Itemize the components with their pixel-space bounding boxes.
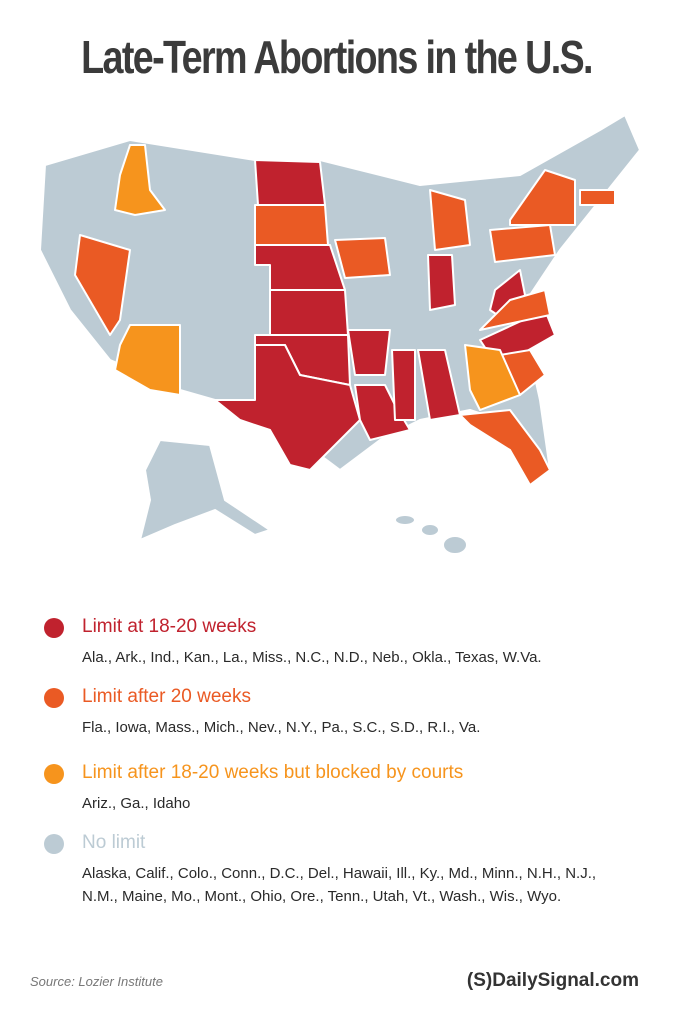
legend-dot — [44, 834, 64, 854]
title: Late-Term Abortions in the U.S. — [81, 31, 593, 83]
state-alaska — [139, 439, 271, 541]
state — [269, 289, 349, 336]
us-map — [39, 114, 641, 555]
legend-dot — [44, 764, 64, 784]
legend-label: No limit — [82, 832, 146, 853]
state — [214, 344, 361, 471]
state — [347, 329, 391, 376]
state — [509, 169, 576, 226]
brand: (S)DailySignal.com — [466, 970, 639, 991]
legend-label: Limit after 20 weeks — [82, 686, 251, 707]
legend-states: Ariz., Ga., Idaho — [82, 795, 191, 812]
state — [459, 409, 551, 486]
state — [74, 234, 131, 336]
state — [254, 159, 326, 206]
state-hawaii — [394, 514, 416, 526]
state — [427, 254, 456, 311]
state-hawaii — [442, 535, 468, 555]
legend-label: Limit at 18-20 weeks — [82, 616, 257, 637]
legend-dot — [44, 618, 64, 638]
legend-label: Limit after 18-20 weeks but blocked by c… — [82, 762, 464, 783]
state — [489, 224, 556, 263]
state — [579, 189, 616, 206]
legend-states: Ala., Ark., Ind., Kan., La., Miss., N.C.… — [82, 649, 542, 666]
state — [354, 384, 411, 441]
legend-states: Alaska, Calif., Colo., Conn., D.C., Del.… — [82, 865, 597, 905]
state — [464, 344, 521, 411]
legend-dot — [44, 688, 64, 708]
state — [114, 144, 166, 216]
state — [254, 204, 329, 246]
legend-states: Fla., Iowa, Mass., Mich., Nev., N.Y., Pa… — [82, 719, 481, 736]
state — [429, 189, 471, 251]
source: Source: Lozier Institute — [30, 974, 163, 989]
state — [334, 237, 391, 279]
state — [114, 324, 181, 396]
state — [479, 289, 551, 331]
state-hawaii — [420, 523, 440, 537]
state — [391, 349, 416, 421]
